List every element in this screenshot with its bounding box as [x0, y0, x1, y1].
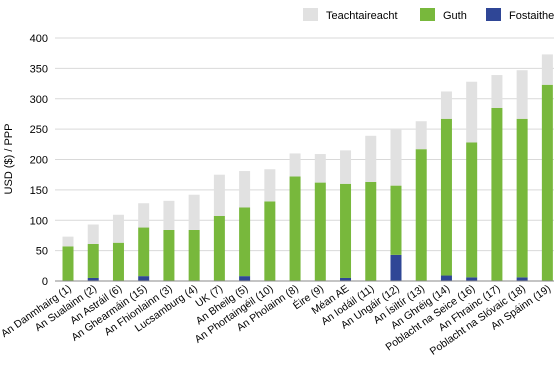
- bars: [62, 54, 553, 281]
- y-tick-label: 400: [30, 33, 48, 45]
- bar-segment-teachtaireacht: [112, 214, 124, 243]
- bar-segment-guth: [213, 215, 225, 281]
- legend-label: Fostaitheoir: [509, 10, 554, 22]
- bar-segment-guth: [415, 149, 427, 281]
- bar-segment-guth: [466, 142, 478, 278]
- y-tick-label: 250: [30, 124, 48, 136]
- bar-segment-teachtaireacht: [491, 75, 503, 108]
- y-tick-label: 300: [30, 94, 48, 106]
- bar-segment-guth: [138, 227, 150, 277]
- legend-swatch: [486, 8, 501, 21]
- bar-segment-teachtaireacht: [138, 203, 150, 228]
- bar-segment-teachtaireacht: [87, 224, 99, 244]
- bar-segment-teachtaireacht: [390, 129, 402, 186]
- legend-swatch: [420, 8, 435, 21]
- y-tick-label: 50: [36, 246, 48, 258]
- bar-segment-guth: [491, 107, 503, 281]
- bar-segment-fostaitheoir: [516, 277, 528, 281]
- bar-segment-teachtaireacht: [289, 153, 301, 177]
- y-tick-label: 200: [30, 155, 48, 167]
- legend-swatch: [303, 8, 318, 21]
- bar-segment-guth: [340, 183, 352, 278]
- bar-segment-teachtaireacht: [516, 70, 528, 119]
- legend-label: Teachtaireacht: [326, 10, 398, 22]
- bar-segment-teachtaireacht: [365, 135, 377, 182]
- bar-segment-teachtaireacht: [314, 154, 326, 183]
- bar-segment-teachtaireacht: [62, 236, 74, 247]
- bar-segment-teachtaireacht: [415, 121, 427, 150]
- bar-segment-fostaitheoir: [440, 275, 452, 281]
- y-tick-label: 150: [30, 185, 48, 197]
- x-tick-labels: An Danmhairg (1)An Sualainn (2)An Astrái…: [0, 282, 553, 358]
- bar-segment-guth: [541, 84, 553, 281]
- bar-segment-teachtaireacht: [440, 91, 452, 119]
- bar-segment-teachtaireacht: [264, 169, 276, 202]
- bar-segment-fostaitheoir: [466, 277, 478, 281]
- y-tick-label: 100: [30, 215, 48, 227]
- bar-segment-fostaitheoir: [239, 276, 251, 281]
- legend: Teachtaireacht Guth Fostaitheoir: [303, 8, 554, 22]
- bar-segment-teachtaireacht: [340, 150, 352, 184]
- grid: [55, 37, 554, 252]
- bar-segment-teachtaireacht: [541, 54, 553, 85]
- bar-segment-guth: [314, 182, 326, 281]
- bar-segment-teachtaireacht: [188, 194, 200, 230]
- bar-segment-guth: [365, 181, 377, 281]
- bar-segment-guth: [163, 229, 175, 281]
- bar-segment-teachtaireacht: [213, 174, 225, 216]
- bar-segment-teachtaireacht: [163, 200, 175, 230]
- y-tick-label: 350: [30, 63, 48, 75]
- bar-segment-guth: [188, 229, 200, 281]
- bar-segment-guth: [239, 207, 251, 277]
- bar-segment-guth: [62, 246, 74, 281]
- bar-segment-teachtaireacht: [466, 81, 478, 143]
- y-tick-label: 0: [42, 276, 48, 288]
- bar-segment-guth: [390, 185, 402, 255]
- bar-segment-fostaitheoir: [390, 254, 402, 281]
- y-axis-label: USD ($) / PPP: [3, 124, 15, 195]
- bar-segment-guth: [440, 118, 452, 276]
- legend-label: Guth: [443, 10, 467, 22]
- bar-segment-fostaitheoir: [138, 276, 150, 281]
- bar-segment-guth: [289, 176, 301, 281]
- bar-segment-guth: [87, 243, 99, 278]
- bar-segment-guth: [264, 201, 276, 281]
- bar-segment-fostaitheoir: [340, 277, 352, 281]
- bar-segment-teachtaireacht: [239, 171, 251, 208]
- bar-segment-fostaitheoir: [87, 277, 99, 281]
- y-tick-labels: 0 50 100 150 200 250 300 350 400: [30, 33, 48, 288]
- bar-segment-guth: [516, 118, 528, 278]
- bar-segment-guth: [112, 242, 124, 281]
